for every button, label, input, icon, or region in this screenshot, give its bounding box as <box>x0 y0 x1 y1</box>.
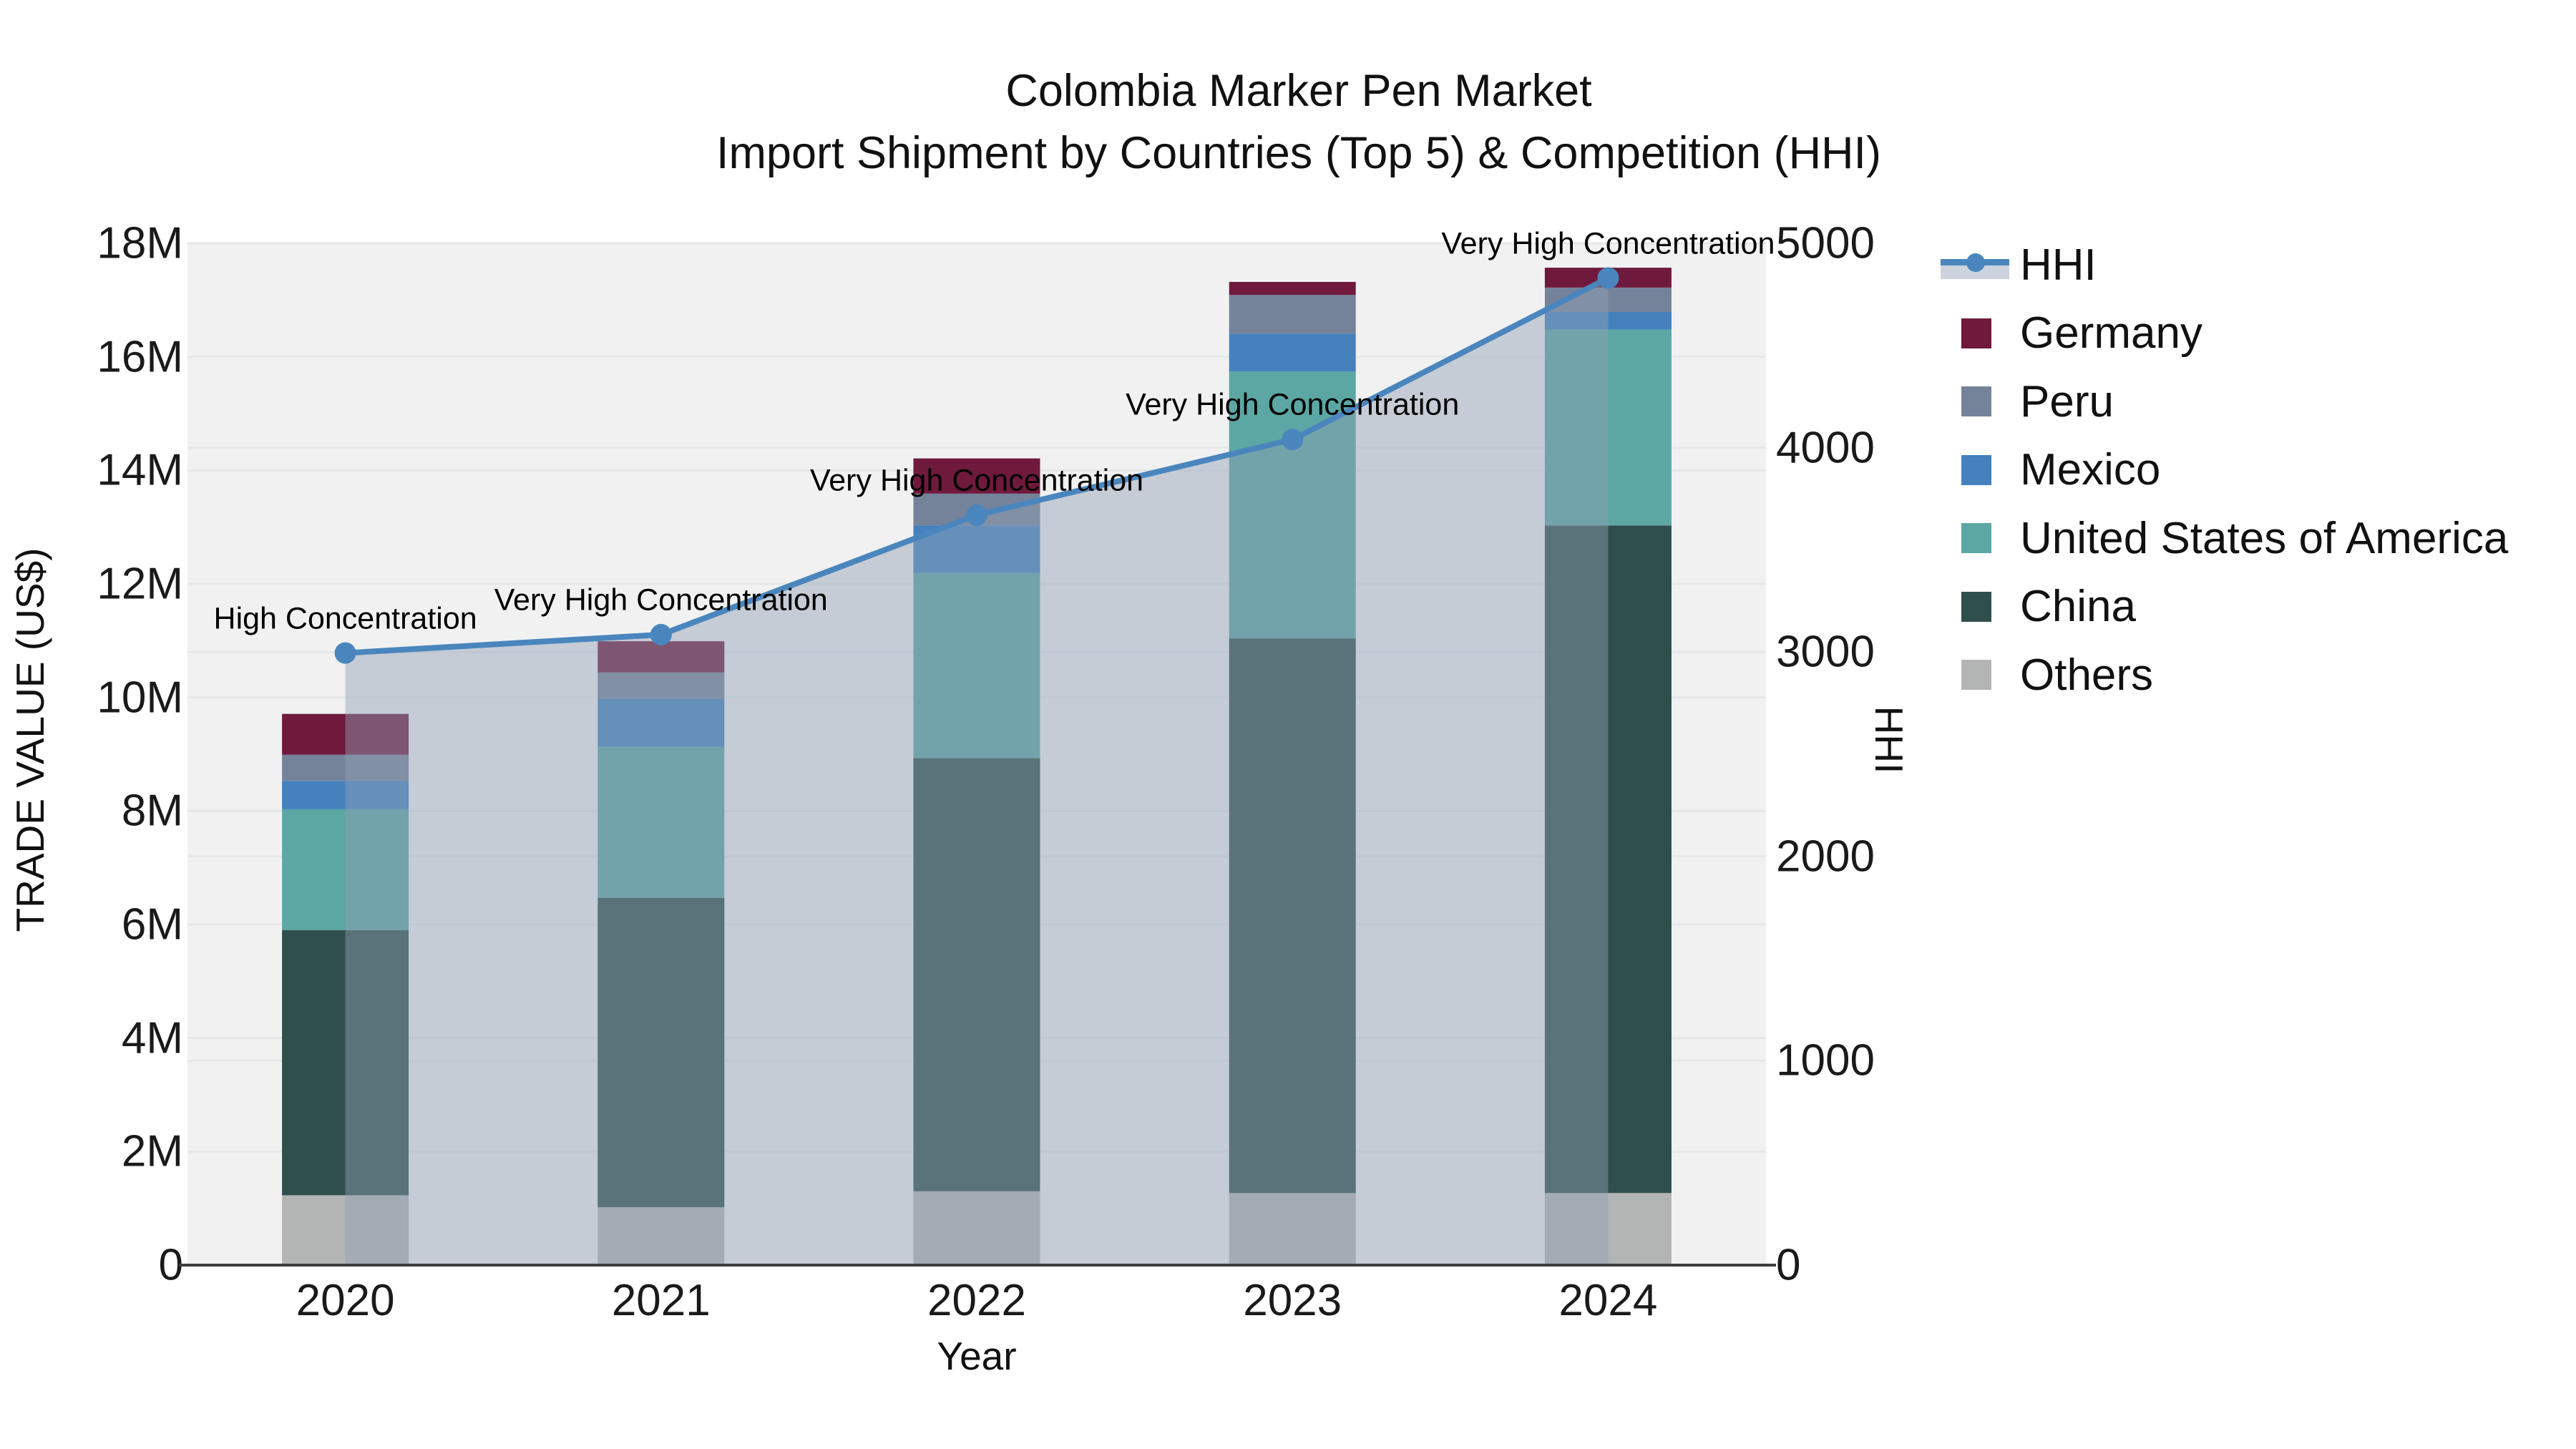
y-right-tick-0: 0 <box>1776 1240 1801 1290</box>
y-left-tick-4M: 4M <box>121 1013 183 1063</box>
bar-segment-united-states-of-america-2020 <box>282 809 409 930</box>
bar-segment-united-states-of-america-2022 <box>913 572 1040 758</box>
y-left-tick-8M: 8M <box>121 786 183 836</box>
legend-item-mexico: Mexico <box>1941 436 2160 504</box>
legend-label: China <box>2020 582 2136 631</box>
annotation-2024: Very High Concentration <box>1441 226 1775 261</box>
x-tick-2020: 2020 <box>296 1276 395 1325</box>
legend-item-others: Others <box>1941 640 2153 709</box>
annotation-2023: Very High Concentration <box>1126 387 1460 422</box>
legend-swatch-others <box>1961 660 1991 690</box>
x-tick-2021: 2021 <box>611 1276 711 1325</box>
legend-item-united-states-of-america: United States of America <box>1941 504 2508 572</box>
bar-segment-china-2021 <box>597 897 725 1208</box>
y-right-tick-1000: 1000 <box>1776 1035 1875 1085</box>
y-left-tick-12M: 12M <box>97 559 183 609</box>
legend-item-china: China <box>1941 572 2136 641</box>
annotation-layer: High Concentration Very High Concentratio… <box>187 226 1775 1265</box>
bar-segment-mexico-2021 <box>597 698 725 747</box>
legend-swatch-mexico <box>1961 454 1991 485</box>
y-axis-title-right: HHI <box>1867 706 1911 774</box>
bar-segment-united-states-of-america-2021 <box>597 746 725 898</box>
chart-title-line2: Import Shipment by Countries (Top 5) & C… <box>716 128 1882 178</box>
bar-segment-peru-2023 <box>1229 295 1356 334</box>
hhi-area-fill <box>345 278 1609 1265</box>
y-left-tick-10M: 10M <box>97 673 183 723</box>
bar-segment-mexico-2023 <box>1229 333 1356 372</box>
legend-label: United States of America <box>2020 513 2509 563</box>
bar-segment-mexico-2024 <box>1544 311 1672 330</box>
y-right-tick-3000: 3000 <box>1776 627 1875 677</box>
hhi-marker-swatch <box>1966 253 1985 272</box>
legend-item-peru: Peru <box>1941 367 2114 436</box>
legend-item-germany: Germany <box>1941 299 2202 368</box>
x-tick-2022: 2022 <box>927 1276 1026 1325</box>
hhi-marker-2024 <box>1597 267 1619 289</box>
legend-label: Peru <box>2020 376 2114 426</box>
bar-segment-china-2024 <box>1544 525 1672 1194</box>
hhi-marker-2020 <box>334 642 356 664</box>
bar-segment-united-states-of-america-2024 <box>1544 329 1672 526</box>
legend-swatch-peru <box>1961 386 1991 416</box>
bar-segment-peru-2020 <box>282 754 409 781</box>
hhi-marker-2022 <box>966 504 987 526</box>
legend-item-hhi: HHI <box>1941 230 2097 299</box>
x-axis-title: Year <box>937 1334 1017 1378</box>
legend-label: HHI <box>2020 240 2097 290</box>
y-right-tick-5000: 5000 <box>1776 218 1875 268</box>
bar-segment-china-2020 <box>282 930 409 1196</box>
y-right-tick-4000: 4000 <box>1776 423 1875 473</box>
bar-segment-mexico-2020 <box>282 781 409 809</box>
bar-segment-others-2020 <box>282 1195 409 1265</box>
y-left-tick-16M: 16M <box>97 332 183 382</box>
x-axis-line <box>179 1264 1776 1267</box>
bar-segment-others-2024 <box>1544 1193 1672 1265</box>
bar-segment-china-2022 <box>913 758 1040 1191</box>
x-tick-2024: 2024 <box>1558 1276 1658 1325</box>
chart-title: Colombia Marker Pen Market Import Shipme… <box>716 60 1881 185</box>
y-left-tick-0: 0 <box>158 1240 183 1290</box>
bar-segment-peru-2021 <box>597 672 725 699</box>
y-left-tick-6M: 6M <box>121 899 183 950</box>
legend-label: Mexico <box>2020 445 2161 494</box>
hhi-line-icon <box>1941 249 2009 280</box>
legend-swatch-united-states-of-america <box>1961 523 1991 553</box>
bar-segment-others-2023 <box>1229 1193 1356 1265</box>
legend-label: Others <box>2020 650 2154 700</box>
chart-title-line1: Colombia Marker Pen Market <box>1005 66 1592 116</box>
legend-swatch-germany <box>1961 318 1991 348</box>
bar-segment-others-2021 <box>597 1207 725 1265</box>
bar-segment-others-2022 <box>913 1191 1040 1265</box>
y-left-tick-14M: 14M <box>97 445 183 495</box>
y-right-tick-2000: 2000 <box>1776 831 1875 882</box>
x-tick-2023: 2023 <box>1243 1276 1342 1325</box>
bar-segment-germany-2023 <box>1229 281 1356 296</box>
annotation-2022: Very High Concentration <box>809 463 1144 498</box>
bar-segment-china-2023 <box>1229 638 1356 1194</box>
bar-segment-germany-2021 <box>597 641 725 673</box>
hhi-marker-2023 <box>1282 429 1304 451</box>
bar-segment-germany-2020 <box>282 713 409 755</box>
annotation-2020: High Concentration <box>213 601 477 636</box>
bar-segment-germany-2022 <box>913 458 1040 494</box>
annotation-2021: Very High Concentration <box>494 582 828 618</box>
legend-label: Germany <box>2020 308 2202 358</box>
y-left-tick-18M: 18M <box>97 218 183 268</box>
chart-canvas <box>187 242 1766 1265</box>
hhi-marker-2021 <box>650 623 672 645</box>
plot-area: High Concentration Very High Concentratio… <box>187 226 1775 1265</box>
y-left-tick-2M: 2M <box>121 1126 183 1176</box>
legend-swatch-china <box>1961 591 1991 622</box>
